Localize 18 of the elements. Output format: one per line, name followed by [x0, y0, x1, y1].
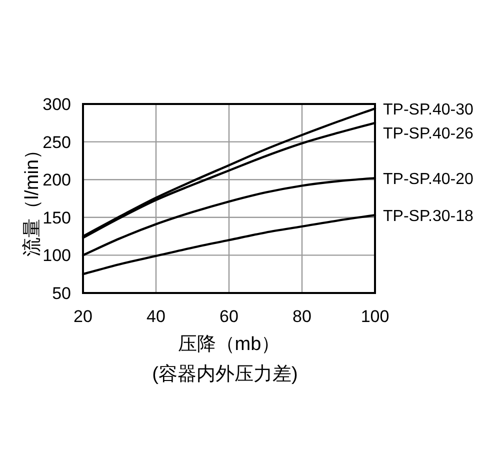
x-tick-label: 100	[360, 307, 390, 326]
series-label: TP-SP.40-20	[383, 171, 474, 188]
series-label: TP-SP.30-18	[383, 208, 474, 226]
text: (容器内外压力差)	[152, 363, 298, 385]
y-tick-label: 100	[42, 246, 71, 266]
y-tick-label: 50	[52, 284, 71, 303]
x-tick-label: 80	[292, 307, 312, 326]
series-label: TP-SP.40-26	[383, 126, 474, 143]
y-tick-label: 200	[42, 170, 71, 190]
y-axis-title: 流量（l/min）	[21, 140, 43, 257]
series-label: TP-SP.40-30	[383, 102, 474, 119]
x-tick-label: 60	[220, 307, 238, 326]
x-axis-title: 压降（mb）	[178, 334, 280, 355]
y-tick-label: 150	[42, 208, 71, 228]
x-tick-label: 20	[74, 307, 92, 326]
x-tick-label: 40	[146, 307, 166, 326]
y-tick-label: 300	[42, 95, 71, 114]
y-tick-label: 250	[42, 132, 71, 152]
